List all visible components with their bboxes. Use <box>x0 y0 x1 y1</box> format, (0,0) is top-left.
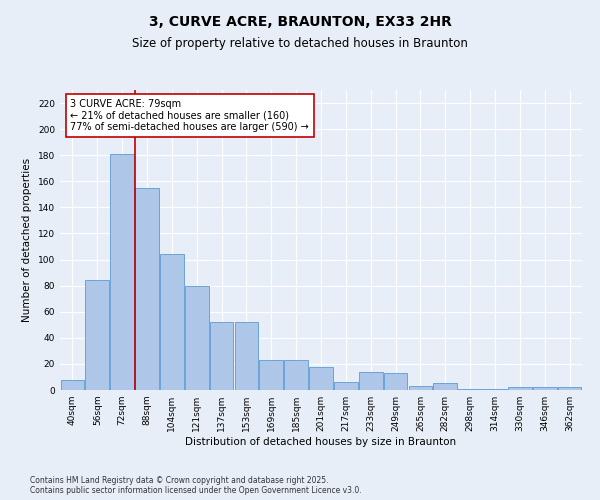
Text: 3 CURVE ACRE: 79sqm
← 21% of detached houses are smaller (160)
77% of semi-detac: 3 CURVE ACRE: 79sqm ← 21% of detached ho… <box>70 99 309 132</box>
Bar <box>61 380 84 390</box>
X-axis label: Distribution of detached houses by size in Braunton: Distribution of detached houses by size … <box>185 437 457 447</box>
Bar <box>210 322 233 390</box>
Bar <box>135 188 159 390</box>
Bar <box>433 384 457 390</box>
Bar <box>458 388 482 390</box>
Y-axis label: Number of detached properties: Number of detached properties <box>22 158 32 322</box>
Bar <box>110 154 134 390</box>
Bar <box>334 382 358 390</box>
Bar <box>409 386 432 390</box>
Bar <box>185 286 209 390</box>
Bar <box>160 254 184 390</box>
Bar <box>359 372 383 390</box>
Bar <box>85 280 109 390</box>
Bar <box>284 360 308 390</box>
Bar <box>259 360 283 390</box>
Text: 3, CURVE ACRE, BRAUNTON, EX33 2HR: 3, CURVE ACRE, BRAUNTON, EX33 2HR <box>149 15 451 29</box>
Bar <box>508 388 532 390</box>
Text: Contains HM Land Registry data © Crown copyright and database right 2025.
Contai: Contains HM Land Registry data © Crown c… <box>30 476 362 495</box>
Bar <box>533 388 557 390</box>
Text: Size of property relative to detached houses in Braunton: Size of property relative to detached ho… <box>132 38 468 51</box>
Bar <box>558 388 581 390</box>
Bar <box>384 373 407 390</box>
Bar <box>483 388 507 390</box>
Bar <box>235 322 258 390</box>
Bar <box>309 366 333 390</box>
